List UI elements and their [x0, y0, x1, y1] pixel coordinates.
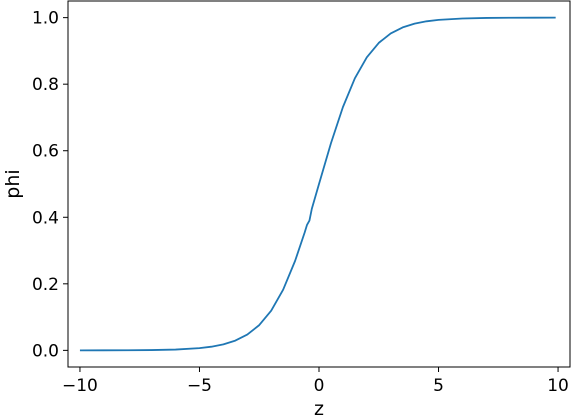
y-tick-label: 0.4 — [32, 208, 59, 228]
y-axis-label: phi — [2, 169, 24, 198]
y-tick-label: 0.6 — [32, 142, 59, 162]
y-tick-label: 0.0 — [32, 341, 59, 361]
x-tick-label: −10 — [62, 376, 98, 396]
x-tick-label: 5 — [433, 376, 444, 396]
y-tick-label: 0.2 — [32, 275, 59, 295]
x-axis-label: z — [314, 398, 324, 418]
x-tick-label: 10 — [547, 376, 569, 396]
y-tick-label: 0.8 — [32, 75, 59, 95]
y-axis: 0.0 0.2 0.4 0.6 0.8 1.0 — [32, 9, 68, 361]
x-tick-label: −5 — [187, 376, 212, 396]
x-tick-label: 0 — [314, 376, 325, 396]
x-axis: −10 −5 0 5 10 — [62, 367, 569, 396]
series-line-0 — [79, 16, 556, 352]
y-tick-label: 1.0 — [32, 9, 59, 29]
series-layer — [79, 16, 556, 352]
